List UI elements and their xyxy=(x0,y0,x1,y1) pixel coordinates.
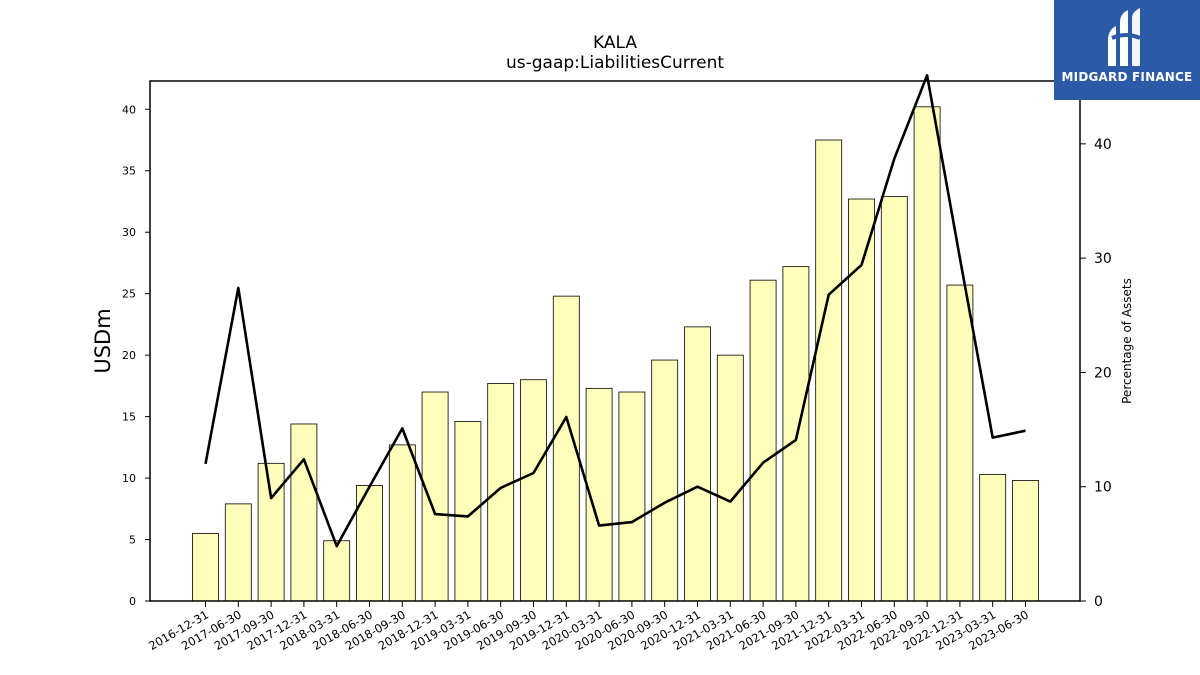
y2-axis-label: Percentage of Assets xyxy=(1120,278,1134,404)
bar xyxy=(848,198,875,602)
y-tick-label: 35 xyxy=(122,165,136,178)
y2-tick-label: 0 xyxy=(1094,594,1103,610)
y-tick-label: 5 xyxy=(129,534,136,547)
bar xyxy=(946,284,974,602)
bar xyxy=(323,540,351,602)
axes xyxy=(149,80,1081,602)
midgard-logo-icon xyxy=(1108,8,1141,66)
bar xyxy=(1012,480,1039,602)
bar xyxy=(224,503,252,602)
percentage-line xyxy=(204,74,1026,548)
y2-tick-label: 30 xyxy=(1094,251,1112,267)
y-tick-label: 30 xyxy=(122,226,136,239)
y-tick-label: 15 xyxy=(122,411,136,424)
plot-frame xyxy=(149,80,1081,602)
y-tick-label: 10 xyxy=(122,472,136,485)
chart-subtitle: us-gaap:LiabilitiesCurrent xyxy=(506,53,724,73)
bar xyxy=(487,383,515,602)
bar xyxy=(257,462,285,602)
bar xyxy=(815,139,843,602)
bar xyxy=(749,279,777,602)
bar xyxy=(618,391,646,602)
y-axis-label: USDm xyxy=(91,308,115,373)
y2-tick-label: 20 xyxy=(1094,365,1112,381)
bar-series xyxy=(192,106,1039,602)
bar xyxy=(913,106,941,602)
chart-title: KALA xyxy=(593,33,637,53)
bar xyxy=(192,532,219,602)
bar xyxy=(290,423,318,602)
logo-badge: MIDGARD FINANCE xyxy=(1054,0,1200,100)
y-tick-label: 40 xyxy=(122,103,136,116)
bar xyxy=(716,354,744,602)
bar xyxy=(388,444,416,602)
bar xyxy=(651,359,679,602)
bar xyxy=(684,326,711,602)
y-tick-label: 0 xyxy=(129,595,136,608)
logo-text: MIDGARD FINANCE xyxy=(1061,70,1193,84)
bar xyxy=(421,391,449,602)
bar xyxy=(454,421,482,602)
y2-tick-label: 40 xyxy=(1094,137,1112,153)
bar xyxy=(520,379,547,602)
bar xyxy=(880,196,908,602)
bar xyxy=(979,473,1007,602)
y-tick-label: 20 xyxy=(122,349,136,362)
y2-tick-label: 10 xyxy=(1094,480,1112,496)
line-series xyxy=(204,74,1026,548)
bar xyxy=(782,266,810,602)
y-tick-label: 25 xyxy=(122,288,136,301)
